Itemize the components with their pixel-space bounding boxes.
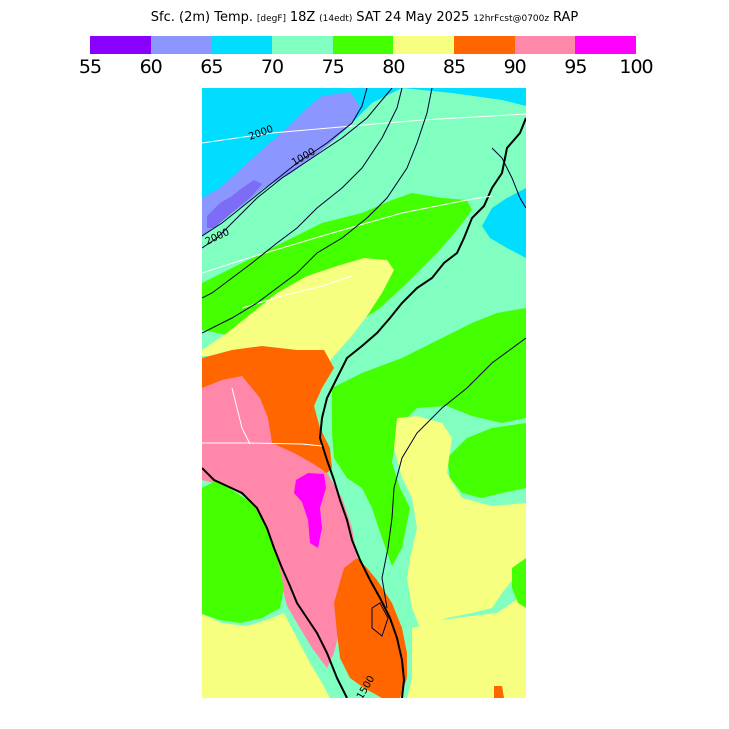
field-75-80-florida-east (512, 558, 526, 608)
field-80-85-offshore (394, 416, 526, 628)
field-80-85-gulf (202, 613, 330, 698)
legend-swatch-65-70 (211, 36, 272, 54)
title-part: Sfc. (2m) Temp. (150, 10, 254, 25)
title-part: [degF] (256, 14, 287, 24)
field-65-70-nc-coast (482, 188, 526, 258)
legend-swatch-80-85 (393, 36, 454, 54)
legend-swatch-75-80 (332, 36, 394, 54)
field-55-60-peaks (207, 180, 262, 228)
title-part: (14edt) (319, 14, 353, 24)
field-75-80-gulf (202, 480, 284, 623)
legend-swatch-85-90 (454, 36, 515, 54)
field-90-95-south (202, 376, 357, 668)
legend-label: 95 (564, 56, 587, 78)
field-95-100-hotspot (294, 473, 326, 548)
title-part: RAP (552, 10, 579, 25)
legend-label: 100 (619, 56, 653, 78)
temperature-map: 2000 2000 1000 1500 (202, 88, 526, 698)
contours (202, 88, 526, 637)
legend-label: 75 (321, 56, 345, 78)
coastline (202, 117, 526, 698)
field-85-90-florida-coast (334, 558, 407, 698)
field-80-85-florida-interior (407, 593, 526, 698)
legend-label: 80 (382, 56, 405, 78)
legend-label: 60 (139, 56, 163, 78)
legend-swatch-90-95 (514, 36, 576, 54)
legend-swatch-70-75 (272, 36, 333, 54)
field-75-80-offshore (447, 423, 526, 498)
field-75-80-atlantic (332, 308, 526, 566)
legend-label: 85 (442, 56, 466, 78)
temperature-legend (90, 36, 636, 54)
temperature-fields (202, 88, 526, 698)
title-part: 18Z (289, 10, 316, 25)
field-85-90-keys (494, 686, 504, 698)
title-part: SAT 24 May 2025 (356, 10, 470, 25)
legend-swatch-55-60 (90, 36, 151, 54)
state-borders (202, 113, 526, 447)
legend-label: 90 (503, 56, 527, 78)
field-65-70-north (202, 88, 526, 228)
title-part: 12hrFcst@0700z (473, 14, 550, 24)
legend-label: 55 (78, 56, 102, 78)
legend-label: 65 (200, 56, 223, 78)
legend-swatch-60-65 (150, 36, 212, 54)
legend-swatch-95-100 (575, 36, 636, 54)
map-title: Sfc. (2m) Temp. [degF] 18Z (14edt) SAT 2… (0, 10, 729, 25)
legend-label: 70 (260, 56, 284, 78)
